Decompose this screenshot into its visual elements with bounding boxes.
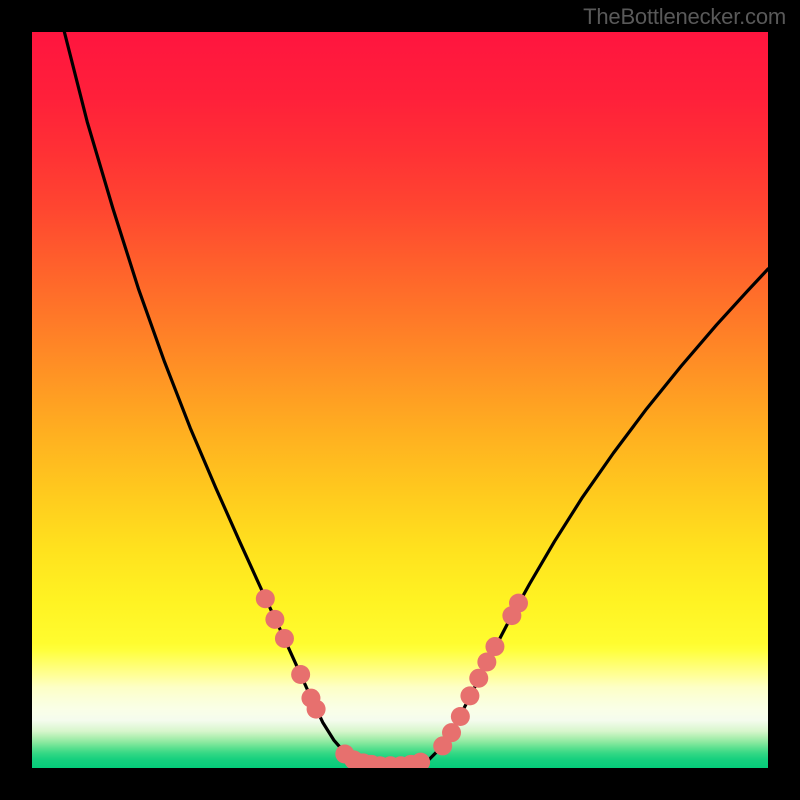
- figure-outer: TheBottlenecker.com: [0, 0, 800, 800]
- chart-plot-area: [32, 32, 768, 768]
- watermark-text: TheBottlenecker.com: [583, 4, 786, 30]
- chart-svg: [32, 32, 768, 768]
